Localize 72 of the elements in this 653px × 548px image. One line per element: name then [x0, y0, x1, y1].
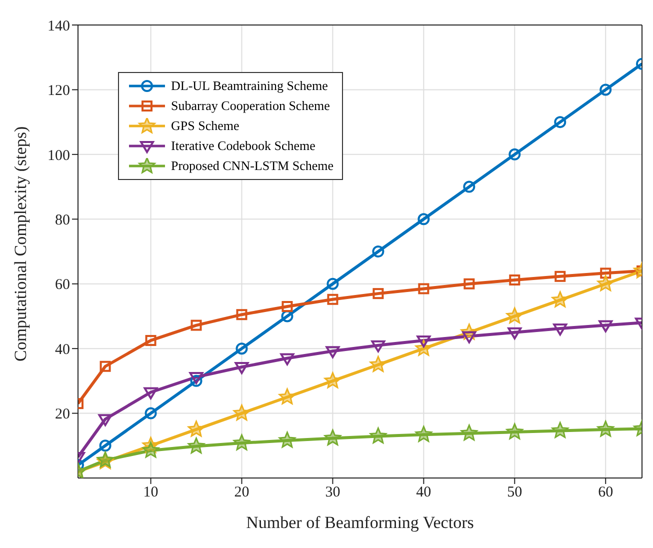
- y-tick-label: 80: [55, 212, 70, 228]
- point: [190, 374, 202, 387]
- point: [326, 278, 339, 290]
- x-tick-label: 30: [325, 484, 340, 501]
- point: [554, 116, 566, 128]
- point: [236, 309, 248, 320]
- point: [509, 274, 520, 286]
- point: [460, 424, 478, 441]
- point: [600, 84, 612, 96]
- point: [145, 334, 156, 346]
- point: [463, 180, 476, 193]
- point: [282, 301, 293, 312]
- point: [552, 291, 568, 308]
- point: [600, 268, 612, 279]
- point: [552, 422, 568, 438]
- point: [371, 340, 386, 352]
- x-tick-label: 60: [598, 484, 614, 501]
- legend-label: Proposed CNN-LSTM Scheme: [171, 158, 334, 174]
- point: [372, 246, 384, 258]
- point: [189, 372, 204, 384]
- point: [553, 324, 568, 336]
- y-tick-label: 40: [55, 342, 70, 358]
- point: [418, 213, 430, 226]
- x-tick-label: 50: [507, 484, 522, 501]
- point: [100, 360, 111, 372]
- point: [508, 327, 522, 340]
- point: [234, 362, 249, 374]
- point: [324, 429, 342, 446]
- legend-label: DL-UL Beamtraining Scheme: [171, 78, 328, 94]
- point: [506, 307, 524, 324]
- y-tick-label: 60: [55, 277, 70, 294]
- point: [597, 275, 614, 292]
- point: [327, 294, 338, 305]
- point: [372, 288, 384, 300]
- point: [188, 420, 205, 437]
- point: [98, 414, 112, 426]
- point: [278, 432, 296, 448]
- legend-label: GPS Scheme: [171, 118, 240, 134]
- point: [278, 388, 296, 404]
- point: [144, 407, 157, 420]
- x-tick-label: 20: [234, 484, 250, 501]
- point: [233, 404, 250, 421]
- point: [508, 148, 521, 160]
- point: [142, 442, 160, 458]
- x-tick-label: 10: [143, 484, 158, 501]
- point: [554, 270, 566, 282]
- point: [464, 278, 475, 290]
- point: [326, 346, 340, 358]
- point: [506, 423, 524, 440]
- y-tick-label: 120: [48, 83, 70, 100]
- y-axis-title: Computational Complexity (steps): [11, 126, 30, 362]
- x-tick-label: 40: [416, 484, 432, 501]
- legend-label: Iterative Codebook Scheme: [171, 138, 316, 154]
- y-tick-label: 140: [48, 18, 70, 34]
- point: [99, 440, 112, 452]
- point: [597, 420, 614, 437]
- point: [370, 428, 387, 444]
- point: [236, 342, 248, 355]
- point: [598, 320, 613, 332]
- point: [280, 353, 294, 366]
- y-tick-label: 100: [48, 148, 70, 164]
- y-tick-label: 20: [55, 406, 70, 423]
- point: [324, 372, 342, 388]
- x-axis-title: Number of Beamforming Vectors: [246, 513, 474, 532]
- point: [144, 387, 158, 400]
- point: [418, 283, 430, 294]
- point: [370, 356, 387, 372]
- point: [415, 426, 432, 442]
- legend-label: Subarray Cooperation Scheme: [171, 98, 330, 114]
- point: [233, 434, 250, 450]
- point: [188, 438, 205, 454]
- point: [190, 320, 202, 331]
